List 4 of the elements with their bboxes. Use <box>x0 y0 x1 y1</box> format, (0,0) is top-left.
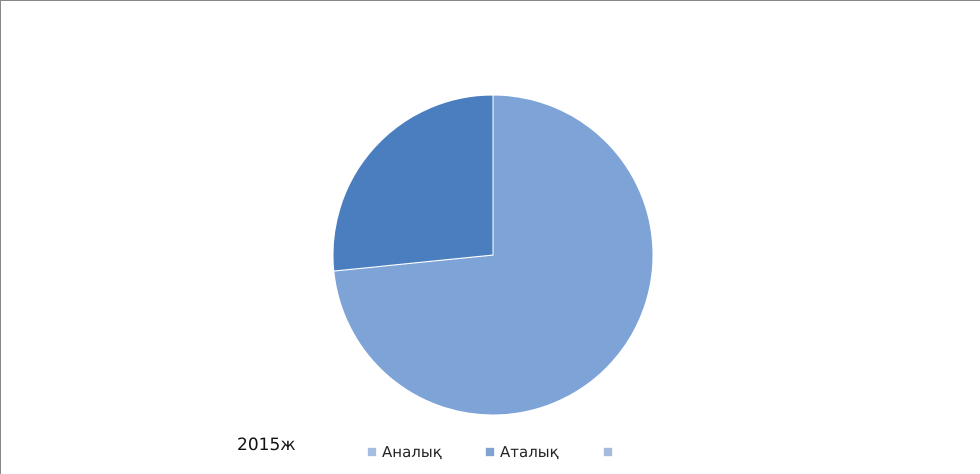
legend-label: Аналық <box>382 443 442 461</box>
pie-slice <box>333 94 654 416</box>
text: 2015ж <box>237 435 296 455</box>
legend-label: Аталық <box>500 443 559 461</box>
